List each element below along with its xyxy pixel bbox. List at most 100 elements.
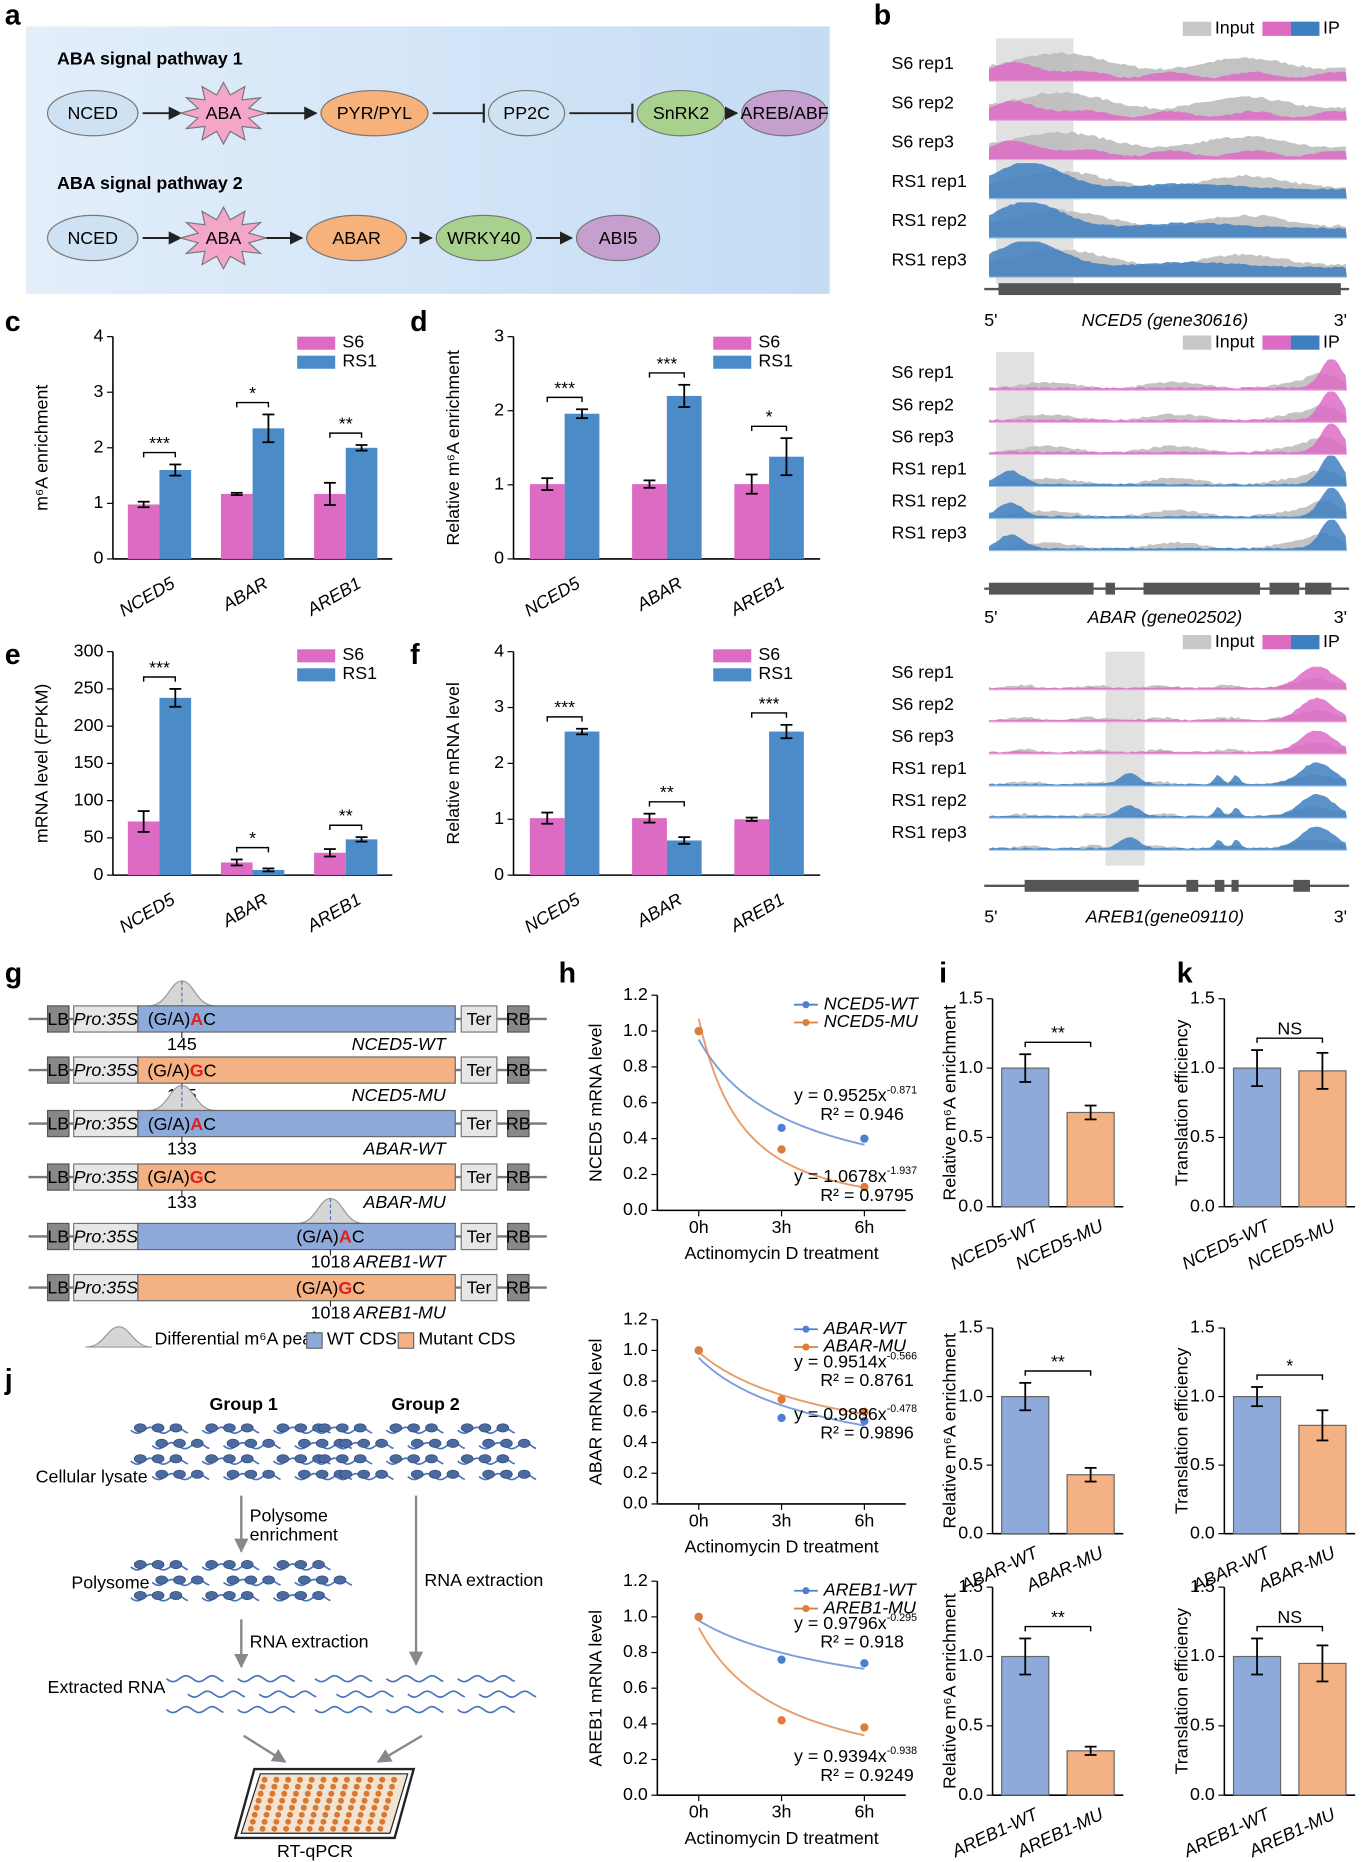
ribosome xyxy=(407,1454,420,1464)
lb-box xyxy=(46,1056,70,1084)
ribosome xyxy=(173,1469,186,1479)
site-base: G xyxy=(190,1060,204,1080)
exon xyxy=(1143,582,1261,595)
ribosome xyxy=(151,1590,165,1600)
well xyxy=(273,1818,280,1825)
legend-swatch xyxy=(1182,21,1212,36)
fit-curve xyxy=(698,1351,865,1416)
ribosome xyxy=(276,1454,290,1464)
site-suffix: C xyxy=(203,1113,216,1133)
ip-track xyxy=(988,391,1347,423)
y-tick-label: 2 xyxy=(93,436,103,456)
mrna xyxy=(457,1674,516,1683)
row-label: RS1 rep2 xyxy=(892,210,967,230)
y-tick-label: 0.5 xyxy=(958,1126,983,1146)
y-tick-label: 0.4 xyxy=(623,1431,648,1451)
y-axis-label: NCED5 mRNA level xyxy=(585,1024,605,1183)
ribosome xyxy=(389,1423,403,1433)
row-label: RS1 rep3 xyxy=(892,822,967,842)
well xyxy=(281,1790,288,1797)
mrna xyxy=(385,1674,444,1683)
site-base: A xyxy=(190,1009,203,1029)
promoter-label: Pro:35S xyxy=(74,1167,139,1187)
legend-marker xyxy=(802,1343,810,1351)
y-tick-label: 0.5 xyxy=(1190,1454,1215,1474)
well xyxy=(357,1811,364,1818)
x-tick-label: AREB1 xyxy=(303,889,365,936)
well xyxy=(365,1783,372,1790)
well xyxy=(267,1797,274,1804)
row-label: S6 rep1 xyxy=(892,662,955,682)
exon xyxy=(1305,582,1332,595)
ribosome xyxy=(339,1469,353,1479)
legend-label: RS1 xyxy=(758,350,793,370)
fit-r2: R² = 0.9896 xyxy=(820,1423,914,1443)
legend-swatch xyxy=(297,668,336,682)
bar xyxy=(666,395,702,559)
promoter-label: Pro:35S xyxy=(74,1009,139,1029)
bar xyxy=(314,852,346,876)
y-tick-label: 0.6 xyxy=(623,1091,648,1111)
y-axis-label: mRNA level (FPKM) xyxy=(31,684,51,843)
equation-base: y = 0.9525x xyxy=(794,1085,887,1105)
legend-label: IP xyxy=(1323,17,1340,37)
well xyxy=(259,1825,266,1832)
gene-name: NCED5 (gene30616) xyxy=(1082,310,1249,330)
y-tick-label: 0.8 xyxy=(623,1056,648,1076)
legend-label: Differential m⁶A peak xyxy=(155,1329,322,1349)
node xyxy=(487,89,566,137)
significance-label: * xyxy=(249,828,256,848)
well xyxy=(257,1790,264,1797)
well xyxy=(359,1804,366,1811)
legend-label: S6 xyxy=(342,644,364,664)
lb-box xyxy=(46,1109,70,1138)
ribosome xyxy=(240,1590,254,1600)
well xyxy=(383,1804,390,1811)
well xyxy=(265,1804,272,1811)
bar xyxy=(1232,1395,1282,1535)
input-track xyxy=(988,405,1347,423)
ribosome xyxy=(223,1423,236,1433)
well xyxy=(271,1783,278,1790)
y-axis-label: Relative mRNA level xyxy=(443,682,463,845)
y-tick-label: 3 xyxy=(494,696,504,716)
promoter-label: Pro:35S xyxy=(74,1060,139,1080)
bar xyxy=(529,818,565,876)
equation-base: y = 0.9394x xyxy=(794,1746,887,1766)
well xyxy=(371,1804,378,1811)
input-track xyxy=(988,774,1347,786)
mrna xyxy=(314,1674,373,1683)
well xyxy=(306,1783,313,1790)
equation-exponent: -0.478 xyxy=(887,1403,917,1415)
x-tick-label: ABAR xyxy=(633,573,686,615)
x-axis-label: Actinomycin D treatment xyxy=(684,1243,878,1263)
mrna xyxy=(258,1690,317,1698)
y-tick-label: 0.6 xyxy=(623,1677,648,1697)
data-point xyxy=(860,1659,869,1668)
ribosome xyxy=(226,1438,240,1448)
ribosome xyxy=(276,1590,290,1600)
y-axis-label: AREB1 mRNA level xyxy=(585,1610,605,1767)
well xyxy=(355,1776,362,1783)
exon xyxy=(1293,879,1310,892)
x-tick-label: ABAR xyxy=(633,889,686,931)
y-axis-label: Relative m⁶A enrichment xyxy=(940,1005,960,1201)
well xyxy=(318,1783,325,1790)
arrow-label: enrichment xyxy=(250,1525,338,1545)
well xyxy=(312,1804,319,1811)
node xyxy=(320,89,429,137)
significance-label: ** xyxy=(1051,1351,1065,1371)
site-sequence: (G/A)AC xyxy=(148,1009,216,1029)
site-prefix: (G/A) xyxy=(296,1278,339,1298)
well xyxy=(318,1825,325,1832)
arrow-label: Polysome xyxy=(250,1506,328,1526)
significance-label: *** xyxy=(149,433,170,453)
y-tick-label: 0.0 xyxy=(1190,1784,1215,1804)
ribosome xyxy=(244,1438,258,1448)
y-tick-label: 0.6 xyxy=(623,1401,648,1421)
legend-swatch xyxy=(306,1332,323,1349)
node-label: PP2C xyxy=(503,103,550,123)
significance-label: *** xyxy=(759,693,780,713)
rb-box xyxy=(506,1056,530,1084)
significance-bracket xyxy=(1024,1041,1092,1048)
